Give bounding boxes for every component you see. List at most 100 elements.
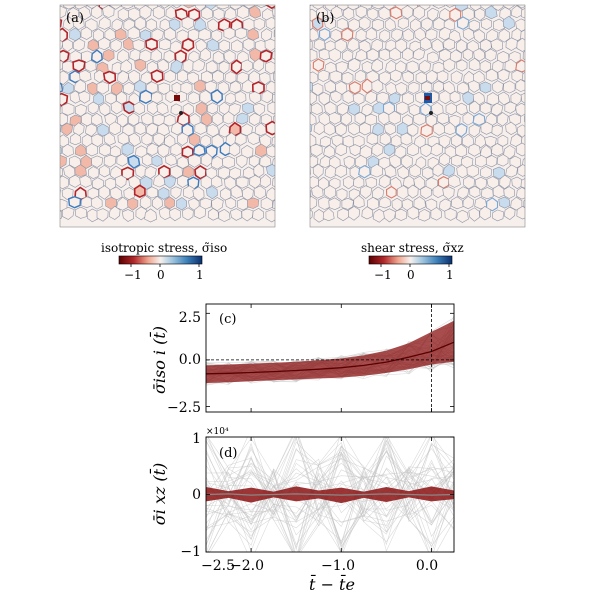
cell (211, 175, 223, 188)
cell (442, 186, 455, 200)
cell (547, 27, 559, 40)
cell (491, 124, 503, 137)
cell (122, 100, 136, 115)
cell (439, 152, 451, 166)
cell (420, 102, 432, 117)
cell (340, 112, 352, 126)
cell (310, 63, 311, 71)
chart-c: (c) 2.5 0.0 −2.5 σ̄iso i (t̄) (148, 303, 455, 416)
cell (206, 102, 219, 115)
cell (444, 122, 456, 136)
trace-line (206, 437, 454, 551)
cell (141, 132, 153, 146)
cell (355, 49, 368, 62)
cell (466, 164, 479, 178)
cell (60, 105, 61, 113)
cell (365, 90, 378, 105)
cell (210, 89, 223, 105)
cell (540, 0, 551, 10)
cell (311, 16, 324, 32)
cell (540, 38, 552, 51)
cell (116, 113, 129, 128)
cell (323, 144, 336, 158)
cell (480, 165, 492, 179)
cell (413, 135, 426, 149)
cell (529, 60, 540, 73)
cell (286, 176, 296, 190)
cell (539, 166, 550, 178)
cell (449, 90, 461, 104)
cell (109, 121, 121, 136)
cell (455, 102, 468, 116)
cell (310, 71, 319, 84)
chart-c-ytick-bottom: −2.5 (167, 400, 201, 416)
cell (384, 164, 397, 178)
cell (96, 123, 109, 137)
cell (324, 17, 337, 30)
cell (364, 113, 378, 126)
cell (474, 176, 487, 191)
cell (292, 80, 303, 93)
panel-b-label: (b) (316, 11, 334, 26)
cell (468, 207, 480, 222)
cell (170, 142, 183, 156)
cell (231, 39, 244, 53)
cell (109, 5, 122, 10)
cell (194, 5, 206, 12)
cell (412, 48, 425, 61)
cell (511, 5, 523, 19)
cell (169, 207, 181, 222)
cell (312, 83, 324, 96)
cell (285, 155, 296, 167)
cell (60, 82, 64, 93)
cell (372, 186, 385, 200)
cell (60, 18, 63, 28)
cell (278, 62, 290, 74)
cell (329, 90, 342, 104)
cell (474, 8, 486, 21)
cell (78, 90, 91, 104)
cell (284, 136, 295, 149)
cell (540, 122, 552, 134)
cell (401, 5, 414, 20)
cell (103, 132, 116, 146)
cell (358, 16, 371, 31)
cell (545, 198, 557, 210)
cell (206, 38, 220, 52)
cell (385, 185, 397, 199)
cell (126, 197, 139, 211)
cell (378, 174, 391, 189)
cell (310, 91, 317, 105)
cell (438, 134, 451, 149)
trace-line (206, 445, 454, 552)
cell (479, 206, 492, 221)
cell (121, 142, 134, 156)
cell (389, 69, 402, 83)
cell (176, 132, 189, 146)
cell (337, 5, 350, 11)
colorbar-left-title: isotropic stress, σ̃iso (101, 241, 227, 255)
cell (285, 199, 297, 211)
cell (139, 89, 153, 104)
cell (135, 206, 148, 221)
cell (516, 5, 525, 9)
chart-d-xtick-2: −2.0 (230, 558, 264, 574)
cell (322, 207, 335, 222)
cell (360, 185, 373, 199)
cell (96, 208, 109, 222)
cell (397, 165, 409, 180)
cell (150, 48, 163, 63)
cell (133, 101, 146, 115)
chart-c-frame (205, 303, 455, 413)
cell (347, 122, 360, 136)
cell (496, 112, 509, 127)
cell (87, 101, 99, 115)
cell (91, 112, 103, 126)
cell (407, 142, 420, 157)
cell (265, 16, 275, 30)
cell (330, 5, 343, 20)
cell (451, 196, 464, 210)
cell (547, 91, 559, 103)
cell (413, 113, 426, 126)
cell (394, 145, 407, 159)
